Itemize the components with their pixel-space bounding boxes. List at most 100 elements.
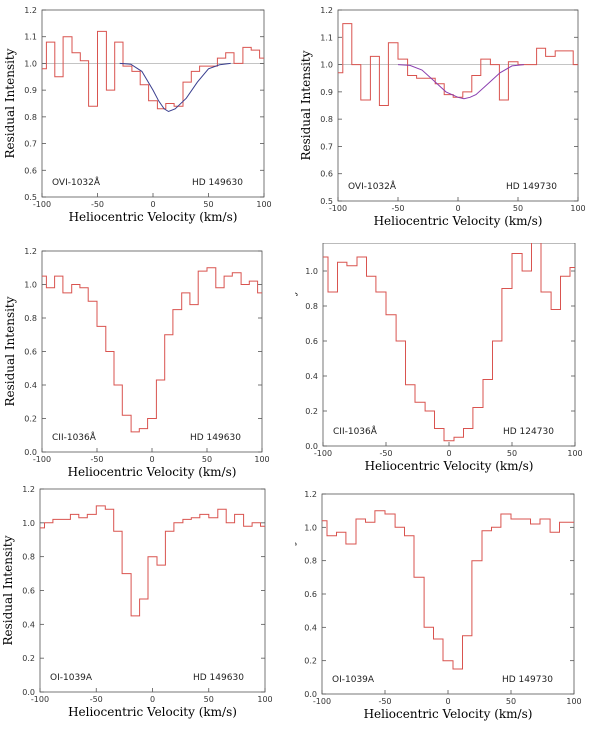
y-tick-label: 1.0 [320, 61, 333, 70]
fit-curve [397, 64, 525, 100]
y-tick-label: 0.7 [320, 142, 333, 151]
plot-frame [322, 242, 576, 447]
ion-label: OVI-1032Å [52, 176, 101, 188]
chart-panel-oi-149730: 0.0 0.2 0.4 0.6 0.8 1.0 1.2 -100 -50 0 50 100 OI-103… [283, 486, 590, 730]
spectrum-step-line [323, 235, 575, 442]
x-tick-label: 0 [150, 200, 155, 209]
star-label: HD 149630 [190, 433, 241, 443]
star-label: HD 149730 [506, 182, 557, 192]
y-tick-label: 0.4 [22, 620, 35, 629]
y-axis-label: Residual Intensity [295, 289, 298, 399]
y-tick-label: 0.2 [24, 415, 37, 424]
x-tick-label: -50 [90, 455, 103, 464]
ion-label: OI-1039A [332, 675, 375, 685]
x-tick-label: 100 [567, 449, 582, 458]
x-axis-label: Heliocentric Velocity (km/s) [374, 214, 543, 228]
y-tick-label: 0.6 [22, 587, 35, 596]
plot-frame [41, 250, 263, 453]
y-tick-label: 1.1 [24, 33, 37, 42]
ion-label: CII-1036Å [52, 431, 97, 443]
y-tick-label: 0.0 [22, 688, 35, 697]
x-tick-label: 100 [570, 204, 585, 213]
x-axis-label: Heliocentric Velocity (km/s) [68, 465, 237, 479]
x-tick-label: -100 [329, 204, 347, 213]
chart-panel-cii-149630: 0.0 0.2 0.4 0.6 0.8 1.0 1.2 -100 -50 0 50 100 CII-10… [0, 243, 295, 486]
y-tick-label: 0.8 [22, 553, 35, 562]
x-tick-label: 0 [149, 455, 154, 464]
x-tick-label: 0 [150, 695, 155, 704]
star-label: HD 149630 [192, 178, 243, 188]
plot-frame [39, 488, 266, 693]
y-tick-label: 0.4 [304, 623, 317, 632]
chart-panel-ovi-149730: 0.5 0.6 0.7 0.8 0.9 1.0 1.1 1.2 -100 -50 0 50 100 OVI… [295, 0, 590, 243]
x-tick-label: -100 [314, 449, 332, 458]
chart-svg: 0.5 0.6 0.7 0.8 0.9 1.0 1.1 1.2 -100 -50 0 50 100 OVI… [299, 6, 586, 228]
spectrum-step-line [40, 505, 265, 617]
y-axis-label: Residual Intensity [295, 539, 297, 649]
y-tick-label: 0.6 [305, 337, 318, 346]
x-tick-label: 100 [254, 455, 269, 464]
y-tick-label: 0.8 [320, 115, 333, 124]
chart-panel-cii-124730: 0.0 0.2 0.4 0.6 0.8 1.0 -100 -50 0 50 100 CII-1036Å… [284, 235, 590, 486]
chart-svg: 0.0 0.2 0.4 0.6 0.8 1.0 1.2 -100 -50 0 50 100 CII-10… [3, 247, 270, 479]
chart-svg: 0.0 0.2 0.4 0.6 0.8 1.0 1.2 -100 -50 0 50 100 OI-103… [283, 490, 582, 721]
x-tick-label: 50 [513, 204, 523, 213]
y-tick-label: 0.2 [305, 407, 318, 416]
ion-label: CII-1036Å [333, 425, 378, 437]
spectrum-step-line [322, 510, 574, 670]
y-tick-label: 0.8 [305, 302, 318, 311]
ion-label: OVI-1032Å [348, 180, 397, 192]
x-tick-label: -50 [391, 204, 404, 213]
y-tick-label: 0.6 [24, 166, 37, 175]
y-tick-label: 1.0 [304, 523, 317, 532]
y-tick-label: 0.4 [305, 372, 318, 381]
x-tick-label: 50 [506, 697, 516, 706]
y-tick-label: 1.2 [22, 486, 35, 494]
y-tick-label: 0.7 [24, 140, 37, 149]
y-tick-label: 1.0 [22, 519, 35, 528]
fit-curve [119, 62, 231, 113]
ion-label: OI-1039A [50, 673, 93, 683]
y-axis-label: Residual Intensity [3, 48, 17, 158]
y-tick-label: 1.2 [24, 6, 37, 15]
y-tick-label: 1.2 [304, 490, 317, 499]
x-tick-label: 0 [455, 204, 460, 213]
x-tick-label: -50 [90, 695, 103, 704]
x-tick-label: 50 [203, 200, 213, 209]
y-tick-label: 0.4 [24, 381, 37, 390]
chart-svg: 0.5 0.6 0.7 0.8 0.9 1.0 1.1 1.2 -100 -50 0 50 100 OVI… [3, 6, 272, 224]
chart-panel-oi-149630: 0.0 0.2 0.4 0.6 0.8 1.0 1.2 -100 -50 0 50 100 OI-103… [0, 485, 295, 730]
x-tick-label: -100 [33, 455, 51, 464]
y-tick-label: 1.2 [24, 247, 37, 256]
y-tick-label: 0.0 [305, 442, 318, 451]
spectrum-step-line [42, 30, 264, 110]
x-axis-label: Heliocentric Velocity (km/s) [365, 459, 534, 473]
y-axis-label: Residual Intensity [3, 296, 17, 406]
x-tick-label: 0 [446, 449, 451, 458]
x-tick-label: -100 [33, 200, 51, 209]
y-tick-label: 1.1 [320, 33, 333, 42]
x-tick-label: 0 [445, 697, 450, 706]
star-label: HD 149730 [502, 675, 553, 685]
x-axis-label: Heliocentric Velocity (km/s) [364, 707, 533, 721]
y-tick-label: 0.0 [24, 448, 37, 457]
x-tick-label: 100 [256, 200, 271, 209]
chart-svg: 0.0 0.2 0.4 0.6 0.8 1.0 1.2 -100 -50 0 50 100 OI-103… [1, 485, 273, 719]
y-tick-label: 0.6 [320, 170, 333, 179]
chart-svg: 0.0 0.2 0.4 0.6 0.8 1.0 -100 -50 0 50 100 CII-1036Å… [284, 235, 583, 473]
x-tick-label: -50 [379, 449, 392, 458]
y-tick-label: 0.6 [304, 590, 317, 599]
y-axis-label: Residual Intensity [299, 50, 313, 160]
x-tick-label: 50 [204, 695, 214, 704]
y-tick-label: 0.2 [22, 654, 35, 663]
y-tick-label: 0.2 [304, 657, 317, 666]
y-tick-label: 1.2 [320, 6, 333, 15]
y-tick-label: 0.9 [24, 86, 37, 95]
y-tick-label: 0.5 [24, 193, 37, 202]
y-tick-label: 0.5 [320, 197, 333, 206]
x-axis-label: Heliocentric Velocity (km/s) [69, 210, 238, 224]
chart-panel-ovi-149630: 0.5 0.6 0.7 0.8 0.9 1.0 1.1 1.2 -100 -50 0 50 100 OVI… [0, 0, 295, 243]
plot-frame [41, 9, 265, 198]
star-label: HD 124730 [503, 427, 554, 437]
y-tick-label: 0.8 [24, 314, 37, 323]
